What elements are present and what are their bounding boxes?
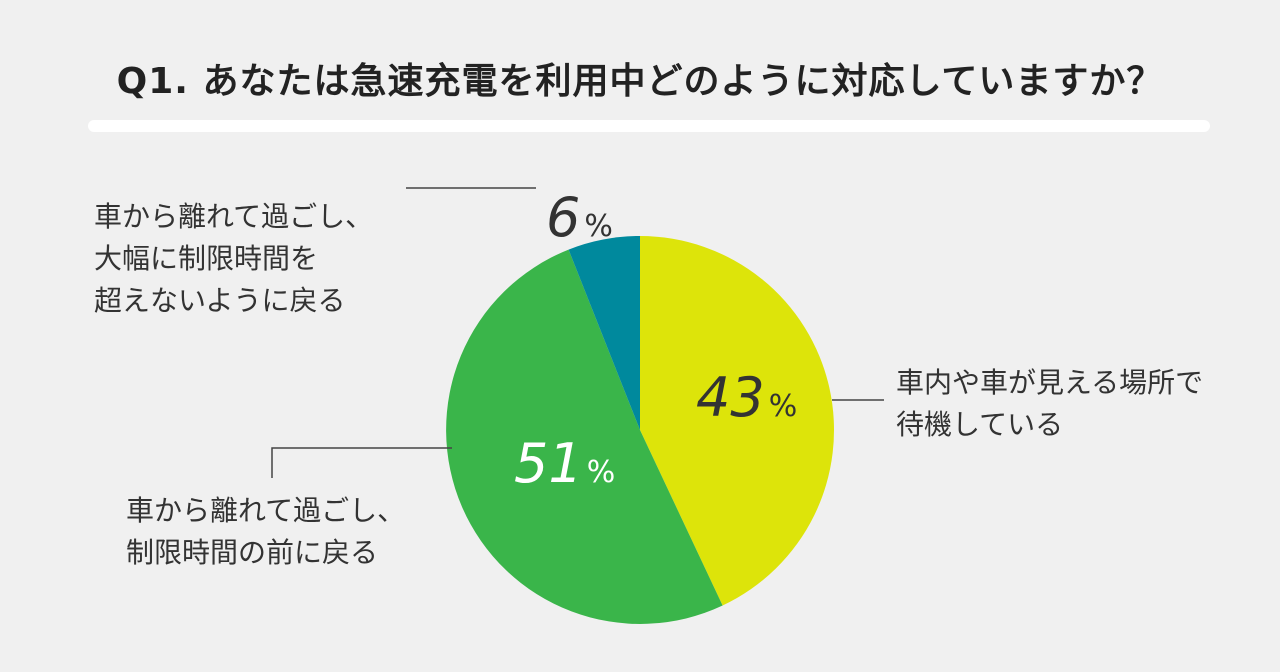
- value-number: 43: [696, 366, 765, 429]
- value-number: 51: [514, 432, 583, 495]
- chart-title: Q1. あなたは急速充電を利用中どのように対応していますか？: [116, 61, 1164, 102]
- value-unit: %: [586, 455, 616, 490]
- slice-return-before-limit: [446, 249, 723, 624]
- slice-label-line: 超えないように戻る: [94, 284, 346, 317]
- slice-return-not-exceeding-limit: [568, 235, 640, 430]
- value-number: 6: [546, 186, 581, 249]
- title-divider: [88, 120, 1210, 132]
- value-label-return-not-exceeding: 6%: [546, 186, 613, 249]
- slice-label-line: 制限時間の前に戻る: [126, 536, 379, 569]
- slice-label-line: 車から離れて過ごし、: [126, 494, 406, 527]
- slice-label-line: 車内や車が見える場所で: [896, 366, 1204, 399]
- slice-label-waiting: 車内や車が見える場所で 待機している: [896, 362, 1203, 446]
- slice-label-line: 大幅に制限時間を: [94, 242, 319, 275]
- slice-label-return-not-exceeding: 車から離れて過ごし、 大幅に制限時間を 超えないように戻る: [94, 196, 373, 322]
- leader-line-return-before: [271, 447, 452, 478]
- value-unit: %: [584, 209, 613, 244]
- slice-label-line: 待機している: [896, 408, 1064, 441]
- value-label-return-before: 51%: [514, 432, 615, 495]
- slice-label-line: 車から離れて過ごし、: [94, 200, 374, 233]
- value-unit: %: [768, 389, 798, 424]
- slice-label-return-before: 車から離れて過ごし、 制限時間の前に戻る: [126, 490, 405, 574]
- value-label-waiting: 43%: [696, 366, 797, 429]
- slice-waiting-near-car: [640, 236, 835, 606]
